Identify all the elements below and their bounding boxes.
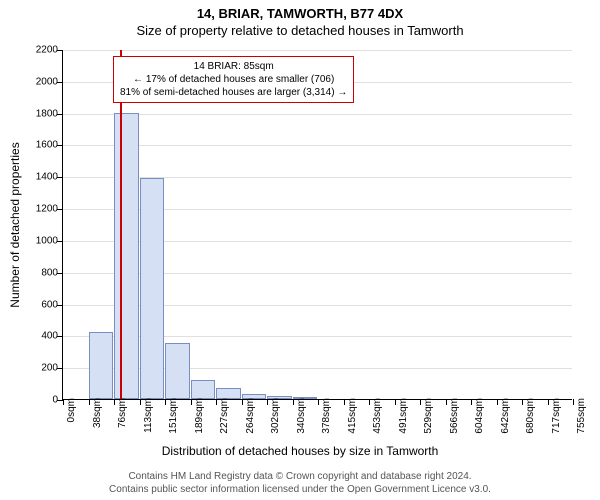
- gridline: [63, 50, 572, 51]
- x-tick: [114, 399, 115, 405]
- x-tick-label: 604sqm: [474, 398, 485, 434]
- y-tick-label: 1000: [18, 235, 58, 246]
- y-tick-label: 1800: [18, 108, 58, 119]
- x-tick-label: 151sqm: [168, 398, 179, 434]
- histogram-bar: [140, 178, 165, 399]
- x-tick-label: 340sqm: [296, 398, 307, 434]
- y-axis-label: Number of detached properties: [8, 142, 22, 307]
- x-tick: [548, 399, 549, 405]
- x-tick: [318, 399, 319, 405]
- x-tick-label: 491sqm: [398, 398, 409, 434]
- y-tick-label: 200: [18, 363, 58, 374]
- y-tick-label: 1600: [18, 140, 58, 151]
- x-tick: [242, 399, 243, 405]
- footnote-line1: Contains HM Land Registry data © Crown c…: [0, 470, 600, 483]
- x-tick-label: 378sqm: [321, 398, 332, 434]
- page-title-line2: Size of property relative to detached ho…: [0, 21, 600, 38]
- histogram-bar: [114, 113, 139, 399]
- x-tick-label: 642sqm: [500, 398, 511, 434]
- x-tick-label: 38sqm: [92, 398, 103, 428]
- x-tick-label: 0sqm: [66, 398, 77, 422]
- x-tick: [63, 399, 64, 405]
- x-tick: [293, 399, 294, 405]
- y-tick-label: 400: [18, 331, 58, 342]
- x-tick: [140, 399, 141, 405]
- footnote-line2: Contains public sector information licen…: [0, 483, 600, 496]
- x-tick: [471, 399, 472, 405]
- x-tick-label: 113sqm: [143, 398, 154, 433]
- histogram-bar: [165, 343, 190, 399]
- x-tick: [191, 399, 192, 405]
- histogram-bar: [89, 332, 114, 399]
- annot-line3: 81% of semi-detached houses are larger (…: [120, 86, 347, 99]
- x-tick: [497, 399, 498, 405]
- x-tick: [573, 399, 574, 405]
- annotation-box: 14 BRIAR: 85sqm ← 17% of detached houses…: [113, 56, 354, 103]
- annot-line2: ← 17% of detached houses are smaller (70…: [120, 73, 347, 86]
- x-tick: [89, 399, 90, 405]
- x-tick: [522, 399, 523, 405]
- x-tick-label: 189sqm: [194, 398, 205, 434]
- x-tick-label: 755sqm: [576, 398, 587, 434]
- x-tick-label: 453sqm: [372, 398, 383, 434]
- histogram-bar: [191, 380, 216, 399]
- x-axis-label: Distribution of detached houses by size …: [0, 444, 600, 458]
- gridline: [63, 114, 572, 115]
- x-tick: [420, 399, 421, 405]
- x-tick: [369, 399, 370, 405]
- y-tick-label: 2000: [18, 76, 58, 87]
- x-tick: [446, 399, 447, 405]
- y-tick-label: 600: [18, 299, 58, 310]
- x-tick-label: 264sqm: [245, 398, 256, 434]
- y-tick-label: 1200: [18, 204, 58, 215]
- x-tick-label: 680sqm: [525, 398, 536, 434]
- x-tick: [165, 399, 166, 405]
- x-tick: [216, 399, 217, 405]
- page-title-line1: 14, BRIAR, TAMWORTH, B77 4DX: [0, 0, 600, 21]
- x-tick: [395, 399, 396, 405]
- x-tick-label: 227sqm: [219, 398, 230, 434]
- x-tick-label: 717sqm: [551, 398, 562, 434]
- histogram-chart: 0200400600800100012001400160018002000220…: [62, 50, 572, 400]
- x-tick-label: 529sqm: [423, 398, 434, 434]
- annot-line1: 14 BRIAR: 85sqm: [120, 60, 347, 73]
- y-tick-label: 1400: [18, 172, 58, 183]
- y-tick-label: 0: [18, 395, 58, 406]
- x-tick-label: 76sqm: [117, 398, 128, 428]
- x-tick-label: 566sqm: [449, 398, 460, 434]
- x-tick: [344, 399, 345, 405]
- y-tick-label: 2200: [18, 45, 58, 56]
- gridline: [63, 145, 572, 146]
- x-tick-label: 415sqm: [347, 398, 358, 434]
- footnote: Contains HM Land Registry data © Crown c…: [0, 470, 600, 496]
- x-tick-label: 302sqm: [270, 398, 281, 434]
- x-tick: [267, 399, 268, 405]
- y-tick-label: 800: [18, 267, 58, 278]
